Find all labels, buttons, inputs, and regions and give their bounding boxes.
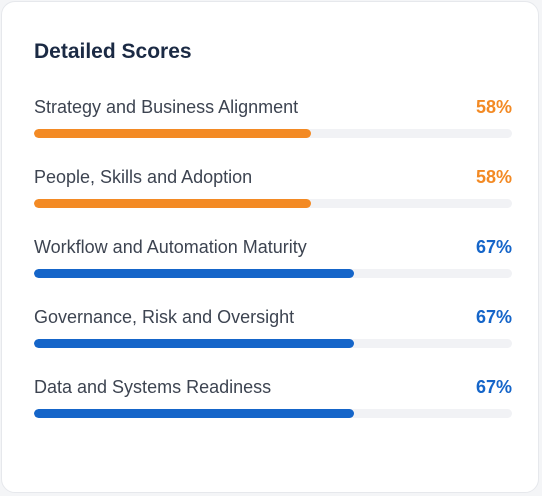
score-label: Data and Systems Readiness <box>34 377 272 397</box>
progress-fill <box>34 269 355 278</box>
score-row-people: People, Skills and Adoption 58% <box>34 164 512 214</box>
score-percent: 67% <box>475 377 512 397</box>
score-row-strategy: Strategy and Business Alignment 58% <box>34 94 512 144</box>
progress-fill <box>34 339 355 348</box>
progress-track <box>34 129 512 138</box>
card-title: Detailed Scores <box>34 40 192 63</box>
score-percent: 58% <box>475 167 512 187</box>
score-label: Workflow and Automation Maturity <box>34 237 307 257</box>
progress-track <box>34 199 512 208</box>
score-percent: 67% <box>475 237 512 257</box>
progress-track <box>34 409 512 418</box>
score-row-governance: Governance, Risk and Oversight 67% <box>34 304 512 354</box>
score-percent: 67% <box>475 307 512 327</box>
progress-fill <box>34 129 312 138</box>
score-label: People, Skills and Adoption <box>34 167 253 187</box>
progress-track <box>34 269 512 278</box>
score-label: Strategy and Business Alignment <box>34 97 299 117</box>
score-row-data: Data and Systems Readiness 67% <box>34 374 512 424</box>
score-label: Governance, Risk and Oversight <box>34 307 295 327</box>
progress-fill <box>34 199 312 208</box>
score-row-workflow: Workflow and Automation Maturity 67% <box>34 234 512 284</box>
progress-track <box>34 339 512 348</box>
score-percent: 58% <box>475 97 512 117</box>
progress-fill <box>34 409 355 418</box>
